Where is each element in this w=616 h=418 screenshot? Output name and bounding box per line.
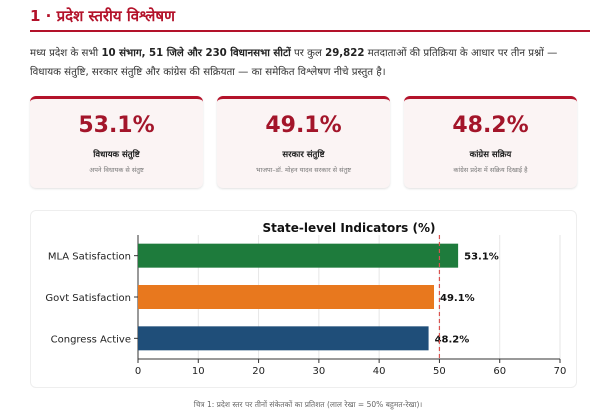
x-tick-label: 10 xyxy=(192,366,205,377)
intro-text-3: मतदाताओं की प्रतिक्रिया के आधार पर तीन प… xyxy=(30,48,558,78)
title-divider xyxy=(30,30,590,32)
intro-paragraph: मध्य प्रदेश के सभी 10 संभाग, 51 जिले और … xyxy=(30,44,590,82)
figure-caption: चित्र 1: प्रदेश स्तर पर तीनों संकेतकों क… xyxy=(193,400,423,409)
chart-title: State-level Indicators (%) xyxy=(263,221,436,235)
data-label: 48.2% xyxy=(435,334,470,345)
intro-text-2: पर कुल xyxy=(290,48,326,59)
bar xyxy=(138,243,459,268)
section-title: 1 · प्रदेश स्तरीय विश्लेषण xyxy=(30,7,175,25)
kpi-card-govt: 49.1% सरकार संतुष्टि भाजपा–डॉ. मोहन यादव… xyxy=(217,96,390,188)
data-label: 49.1% xyxy=(440,293,475,304)
kpi-subtext: कांग्रेस प्रदेश में सक्रिय दिखाई है xyxy=(453,166,528,174)
x-tick-label: 0 xyxy=(135,366,141,377)
kpi-label: विधायक संतुष्टि xyxy=(93,150,140,160)
x-tick-label: 60 xyxy=(493,366,506,377)
x-tick-label: 30 xyxy=(312,366,325,377)
kpi-value: 53.1% xyxy=(78,113,155,138)
kpi-value: 49.1% xyxy=(265,113,342,138)
kpi-subtext: भाजपा–डॉ. मोहन यादव सरकार से संतुष्ट xyxy=(255,166,352,174)
bar xyxy=(138,326,429,351)
intro-bold-2: 29,822 xyxy=(325,48,365,59)
kpi-card-mla: 53.1% विधायक संतुष्टि अपने विधायक से संत… xyxy=(30,96,203,188)
kpi-cards: 53.1% विधायक संतुष्टि अपने विधायक से संत… xyxy=(30,96,577,188)
kpi-value: 48.2% xyxy=(452,113,529,138)
bar-chart: State-level Indicators (%) 0 10 20 30 40 50 60 7… xyxy=(45,221,567,377)
kpi-label: कांग्रेस सक्रिय xyxy=(469,150,512,160)
kpi-label: सरकार संतुष्टि xyxy=(282,150,325,160)
data-label: 53.1% xyxy=(464,252,499,263)
chart-panel: State-level Indicators (%) 0 10 20 30 40 50 60 7… xyxy=(30,210,577,388)
x-tick-label: 70 xyxy=(554,366,567,377)
y-tick-label: Congress Active xyxy=(51,334,131,345)
x-tick-label: 50 xyxy=(433,366,446,377)
intro-bold-1: 10 संभाग, 51 जिले और 230 विधानसभा सीटों xyxy=(101,48,291,59)
x-tick-label: 40 xyxy=(373,366,386,377)
kpi-subtext: अपने विधायक से संतुष्ट xyxy=(89,166,144,174)
y-tick-label: MLA Satisfaction xyxy=(48,252,131,263)
kpi-card-congress: 48.2% कांग्रेस सक्रिय कांग्रेस प्रदेश मे… xyxy=(404,96,577,188)
x-tick-label: 20 xyxy=(252,366,265,377)
y-tick-label: Govt Satisfaction xyxy=(45,293,131,304)
intro-text-1: मध्य प्रदेश के सभी xyxy=(30,48,102,59)
bar xyxy=(138,285,435,309)
